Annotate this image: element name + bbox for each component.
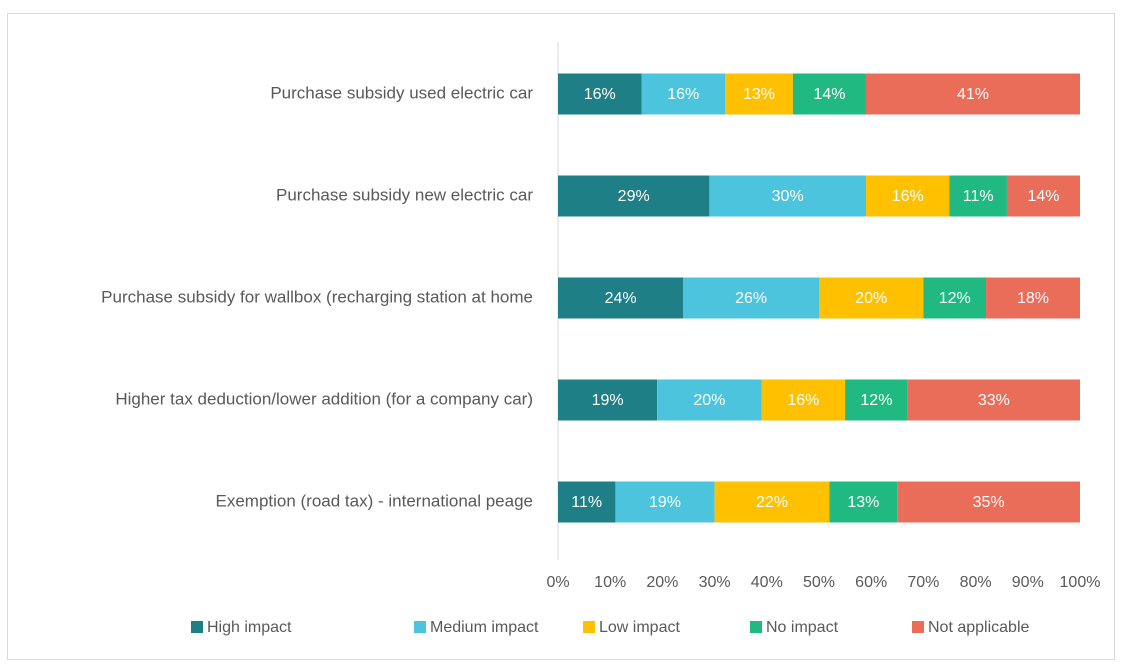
data-label: 16% (787, 392, 819, 409)
legend-label: Low impact (599, 619, 680, 636)
x-tick-label: 100% (1060, 574, 1101, 591)
bar-segment (683, 277, 819, 319)
data-label: 12% (860, 392, 892, 409)
data-label: 13% (743, 86, 775, 103)
category-label: Purchase subsidy used electric car (270, 83, 533, 106)
category-label: Higher tax deduction/lower addition (for… (115, 389, 533, 412)
legend-swatch (912, 621, 924, 633)
data-label: 13% (847, 494, 879, 511)
category-text: Purchase subsidy used electric car (270, 83, 533, 103)
data-label: 20% (693, 392, 725, 409)
data-label: 33% (978, 392, 1010, 409)
x-tick-label: 90% (1012, 574, 1044, 591)
x-tick-label: 0% (546, 574, 569, 591)
bar-segment (949, 175, 1007, 217)
data-label: 16% (584, 86, 616, 103)
legend-label: Medium impact (430, 619, 539, 636)
legend-label: High impact (207, 619, 292, 636)
data-label: 16% (892, 188, 924, 205)
data-label: 41% (957, 86, 989, 103)
bar-segment (615, 481, 715, 523)
legend-swatch (414, 621, 426, 633)
data-label: 14% (813, 86, 845, 103)
x-tick-label: 60% (855, 574, 887, 591)
data-label: 11% (571, 494, 602, 511)
bar-segment (725, 73, 793, 115)
category-text: Exemption (road tax) - international pea… (215, 491, 533, 511)
category-label: Exemption (road tax) - international pea… (215, 491, 533, 514)
category-text: Purchase subsidy new electric car (275, 185, 533, 205)
category-text: Higher tax deduction/lower addition (for… (115, 389, 533, 409)
data-label: 20% (855, 290, 887, 307)
bar-segment (865, 175, 950, 217)
bar-segment (865, 73, 1080, 115)
data-label: 30% (772, 188, 804, 205)
bar-segment (709, 175, 866, 217)
data-label: 16% (667, 86, 699, 103)
bar-segment (714, 481, 830, 523)
x-tick-label: 80% (960, 574, 992, 591)
bar-segment (897, 481, 1080, 523)
bar-segment (819, 277, 924, 319)
bar-segment (986, 277, 1080, 319)
data-label: 14% (1027, 188, 1059, 205)
bar-segment (907, 379, 1080, 421)
bar-segment (558, 481, 616, 523)
data-label: 29% (618, 188, 650, 205)
bar-segment (792, 73, 866, 115)
bar-segment (657, 379, 762, 421)
legend-swatch (750, 621, 762, 633)
x-tick-label: 30% (699, 574, 731, 591)
x-tick-label: 20% (646, 574, 678, 591)
category-label: Purchase subsidy for wallbox (recharging… (101, 287, 533, 310)
bar-segment (641, 73, 726, 115)
bar-segment (558, 73, 642, 115)
bar-segment (558, 277, 684, 319)
legend-swatch (191, 621, 203, 633)
bar-segment (558, 379, 658, 421)
data-label: 12% (939, 290, 971, 307)
data-label: 18% (1017, 290, 1049, 307)
legend-label: No impact (766, 619, 839, 636)
data-label: 11% (963, 188, 994, 205)
bar-segment (761, 379, 846, 421)
data-label: 19% (592, 392, 624, 409)
bar-segment (1006, 175, 1080, 217)
data-label: 35% (973, 494, 1005, 511)
data-label: 22% (756, 494, 788, 511)
bar-segment (923, 277, 987, 319)
x-tick-label: 50% (803, 574, 835, 591)
data-label: 19% (649, 494, 681, 511)
legend-label: Not applicable (928, 619, 1030, 636)
x-tick-label: 40% (751, 574, 783, 591)
data-label: 24% (605, 290, 637, 307)
category-text: Purchase subsidy for wallbox (recharging… (101, 287, 533, 307)
data-label: 26% (735, 290, 767, 307)
x-tick-label: 10% (594, 574, 626, 591)
chart-frame (7, 13, 1115, 660)
x-tick-label: 70% (907, 574, 939, 591)
category-label: Purchase subsidy new electric car (276, 185, 533, 208)
bar-segment (845, 379, 908, 421)
bar-segment (829, 481, 898, 523)
legend-swatch (583, 621, 595, 633)
bar-segment (558, 175, 710, 217)
